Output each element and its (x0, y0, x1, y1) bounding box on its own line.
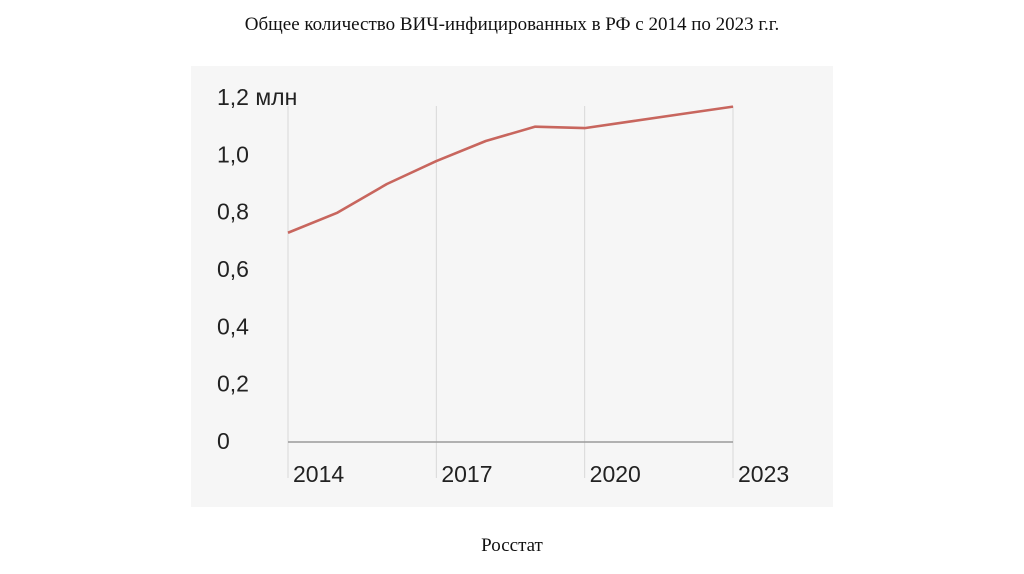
line-chart: 0 0,2 0,4 0,6 0,8 1,0 1,2 млн 2014 2017 2020 2023 (217, 84, 789, 487)
y-tick-label: 1,0 (217, 141, 249, 167)
series-layer (287, 105, 734, 234)
grid-lines (287, 106, 734, 478)
source-label: Росстат (481, 535, 543, 556)
chart-panel: 0 0,2 0,4 0,6 0,8 1,0 1,2 млн 2014 2017 2020 2023 (191, 66, 833, 507)
x-tick-label: 2023 (738, 461, 789, 487)
y-tick-label: 0,6 (217, 256, 249, 282)
chart-title: Общее количество ВИЧ-инфицированных в РФ… (244, 14, 780, 35)
y-tick-label: 0,8 (217, 199, 249, 225)
y-tick-labels: 0 0,2 0,4 0,6 0,8 1,0 1,2 млн (217, 84, 297, 454)
x-tick-label: 2014 (293, 461, 344, 487)
y-tick-label: 0 (217, 428, 230, 454)
x-tick-label: 2020 (590, 461, 641, 487)
x-tick-labels: 2014 2017 2020 2023 (293, 461, 789, 487)
x-tick-label: 2017 (441, 461, 492, 487)
y-tick-label: 0,4 (217, 313, 249, 339)
series-line-0 (287, 105, 734, 234)
y-tick-label: 1,2 млн (217, 84, 297, 110)
y-tick-label: 0,2 (217, 371, 249, 397)
